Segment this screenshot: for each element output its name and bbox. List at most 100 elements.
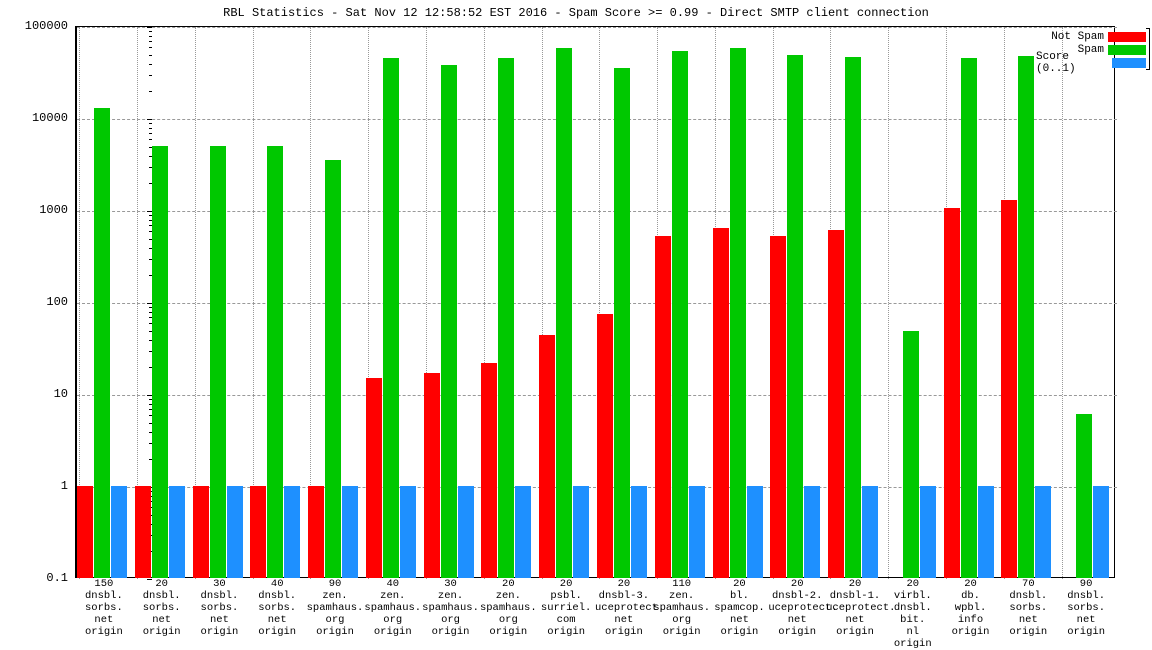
chart-title: RBL Statistics - Sat Nov 12 12:58:52 EST… xyxy=(0,6,1152,20)
y-tick-label: 10 xyxy=(0,387,68,401)
bar-score-9[interactable] xyxy=(631,486,647,578)
bar-group-2 xyxy=(191,26,246,578)
x-tick-label-16: 70 dnsbl. sorbs. net origin xyxy=(999,578,1057,638)
x-tick-label-10: 110 zen. spamhaus. org origin xyxy=(653,578,711,638)
x-tick-label-9: 20 dnsbl-3. uceprotect. net origin xyxy=(595,578,653,638)
bar-spam-15[interactable] xyxy=(961,58,977,578)
bar-score-16[interactable] xyxy=(1035,486,1051,578)
x-tick-label-6: 30 zen. spamhaus. org origin xyxy=(422,578,480,638)
y-tick-label: 100 xyxy=(0,295,68,309)
bar-notspam-10[interactable] xyxy=(655,236,671,578)
bar-spam-1[interactable] xyxy=(152,146,168,578)
bar-group-8 xyxy=(537,26,592,578)
bar-group-15 xyxy=(942,26,997,578)
bar-group-9 xyxy=(595,26,650,578)
bar-spam-14[interactable] xyxy=(903,331,919,578)
x-tick-label-13: 20 dnsbl-1. uceprotect. net origin xyxy=(826,578,884,638)
y-tick-label: 1 xyxy=(0,479,68,493)
x-tick-label-0: 150 dnsbl. sorbs. net origin xyxy=(75,578,133,638)
bar-notspam-16[interactable] xyxy=(1001,200,1017,578)
bar-notspam-7[interactable] xyxy=(481,363,497,579)
bar-spam-3[interactable] xyxy=(267,146,283,578)
bar-score-10[interactable] xyxy=(689,486,705,578)
bar-notspam-15[interactable] xyxy=(944,208,960,578)
bar-score-15[interactable] xyxy=(978,486,994,578)
bar-notspam-13[interactable] xyxy=(828,230,844,578)
bar-spam-8[interactable] xyxy=(556,48,572,578)
bar-spam-13[interactable] xyxy=(845,57,861,578)
y-tick-label: 1000 xyxy=(0,203,68,217)
bar-group-4 xyxy=(306,26,361,578)
bar-group-16 xyxy=(999,26,1054,578)
bar-group-3 xyxy=(248,26,303,578)
chart-legend: Not Spam Spam Score (0..1) xyxy=(1036,30,1146,69)
bar-notspam-11[interactable] xyxy=(713,228,729,578)
bar-notspam-4[interactable] xyxy=(308,486,324,578)
legend-swatch-notspam xyxy=(1108,32,1146,42)
bar-score-13[interactable] xyxy=(862,486,878,578)
bar-notspam-6[interactable] xyxy=(424,373,440,578)
bar-notspam-2[interactable] xyxy=(193,486,209,578)
bar-spam-17[interactable] xyxy=(1076,414,1092,578)
legend-item-score: Score (0..1) xyxy=(1036,56,1146,69)
bar-spam-4[interactable] xyxy=(325,160,341,578)
bar-group-6 xyxy=(422,26,477,578)
bar-score-1[interactable] xyxy=(169,486,185,578)
bar-spam-5[interactable] xyxy=(383,58,399,578)
y-tick-label: 100000 xyxy=(0,19,68,33)
bar-spam-2[interactable] xyxy=(210,146,226,578)
x-tick-label-11: 20 bl. spamcop. net origin xyxy=(711,578,769,638)
bar-notspam-5[interactable] xyxy=(366,378,382,578)
bar-group-17 xyxy=(1057,26,1112,578)
x-tick-label-2: 30 dnsbl. sorbs. net origin xyxy=(191,578,249,638)
bar-score-12[interactable] xyxy=(804,486,820,578)
x-tick-label-7: 20 zen. spamhaus. org origin xyxy=(479,578,537,638)
bar-score-8[interactable] xyxy=(573,486,589,578)
legend-swatch-spam xyxy=(1108,45,1146,55)
bar-group-1 xyxy=(133,26,188,578)
bar-notspam-3[interactable] xyxy=(250,486,266,578)
bar-group-11 xyxy=(711,26,766,578)
x-tick-label-17: 90 dnsbl. sorbs. net origin xyxy=(1057,578,1115,638)
bar-spam-12[interactable] xyxy=(787,55,803,578)
bar-score-17[interactable] xyxy=(1093,486,1109,578)
x-tick-label-5: 40 zen. spamhaus. org origin xyxy=(364,578,422,638)
bar-spam-16[interactable] xyxy=(1018,56,1034,578)
y-axis-label: Message Count or Spam Score xyxy=(8,0,22,110)
bar-notspam-1[interactable] xyxy=(135,486,151,578)
bar-notspam-12[interactable] xyxy=(770,236,786,578)
bar-spam-10[interactable] xyxy=(672,51,688,578)
x-tick-label-14: 20 virbl. dnsbl. bit. nl origin xyxy=(884,578,942,650)
bar-score-6[interactable] xyxy=(458,486,474,578)
bar-group-13 xyxy=(826,26,881,578)
bar-group-14 xyxy=(884,26,939,578)
bar-score-3[interactable] xyxy=(284,486,300,578)
bar-score-2[interactable] xyxy=(227,486,243,578)
bar-notspam-9[interactable] xyxy=(597,314,613,579)
bar-score-4[interactable] xyxy=(342,486,358,578)
legend-swatch-score xyxy=(1112,58,1146,68)
bar-score-5[interactable] xyxy=(400,486,416,578)
bar-score-0[interactable] xyxy=(111,486,127,578)
bar-group-5 xyxy=(364,26,419,578)
bar-notspam-8[interactable] xyxy=(539,335,555,578)
bar-group-10 xyxy=(653,26,708,578)
x-tick-label-3: 40 dnsbl. sorbs. net origin xyxy=(248,578,306,638)
bar-spam-7[interactable] xyxy=(498,58,514,578)
bar-spam-11[interactable] xyxy=(730,48,746,578)
bar-spam-9[interactable] xyxy=(614,68,630,578)
bar-spam-6[interactable] xyxy=(441,65,457,578)
x-tick-label-4: 90 zen. spamhaus. org origin xyxy=(306,578,364,638)
y-tick-label: 0.1 xyxy=(0,571,68,585)
legend-bracket xyxy=(1146,28,1150,70)
bar-score-7[interactable] xyxy=(515,486,531,578)
x-tick-label-15: 20 db. wpbl. info origin xyxy=(942,578,1000,638)
y-tick-label: 10000 xyxy=(0,111,68,125)
bars-container xyxy=(75,26,1115,578)
bar-score-14[interactable] xyxy=(920,486,936,578)
x-tick-label-1: 20 dnsbl. sorbs. net origin xyxy=(133,578,191,638)
legend-label-notspam: Not Spam xyxy=(1051,31,1104,43)
bar-spam-0[interactable] xyxy=(94,108,110,578)
bar-notspam-0[interactable] xyxy=(77,486,93,578)
bar-score-11[interactable] xyxy=(747,486,763,578)
